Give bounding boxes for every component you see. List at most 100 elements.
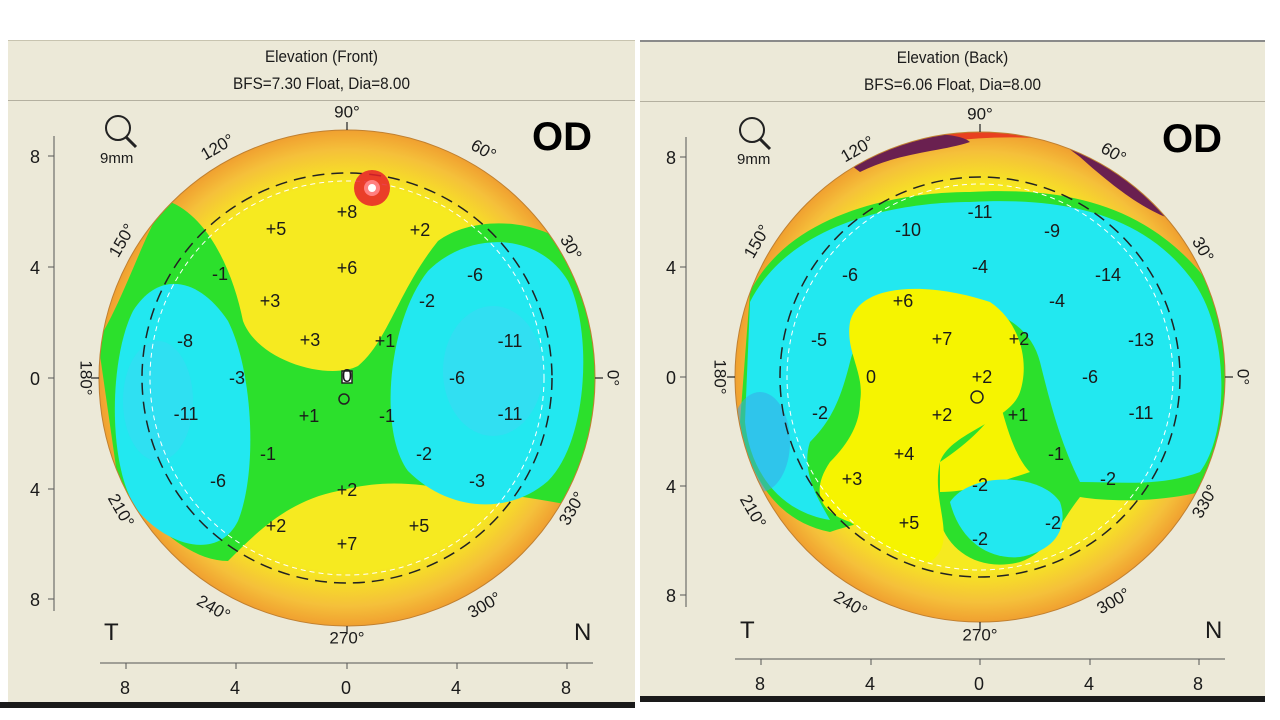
panel-title: Elevation (Back) bbox=[896, 48, 1009, 67]
elevation-value: -11 bbox=[498, 331, 523, 351]
x-axis: 8 4 0 4 8 bbox=[735, 658, 1225, 694]
elevation-value: +7 bbox=[932, 329, 953, 349]
elevation-value: +3 bbox=[260, 291, 281, 311]
x-tick: 0 bbox=[974, 674, 984, 694]
degree-label: 180° bbox=[711, 359, 730, 394]
elevation-value: -11 bbox=[174, 404, 199, 424]
elevation-value: +2 bbox=[1009, 329, 1030, 349]
nasal-label: N bbox=[574, 619, 591, 646]
x-tick: 8 bbox=[755, 674, 765, 694]
degree-label: 270° bbox=[962, 625, 997, 644]
y-axis: 8 4 0 4 8 bbox=[666, 137, 687, 607]
y-tick: 4 bbox=[30, 258, 40, 278]
zoom-icon[interactable] bbox=[105, 115, 138, 149]
elevation-value: -13 bbox=[1128, 330, 1154, 350]
degree-ticks bbox=[91, 122, 603, 634]
elevation-value: +1 bbox=[299, 406, 320, 426]
x-tick: 4 bbox=[451, 678, 461, 698]
y-tick: 8 bbox=[666, 586, 676, 606]
x-tick: 4 bbox=[230, 678, 240, 698]
elevation-value: +2 bbox=[972, 367, 993, 387]
elevation-value: -1 bbox=[212, 264, 228, 284]
degree-label: 60° bbox=[468, 135, 500, 164]
elevation-value: +3 bbox=[842, 469, 863, 489]
elevation-value: +2 bbox=[410, 220, 431, 240]
elevation-back-map: 8 4 0 4 8 8 4 0 4 8 bbox=[666, 104, 1253, 694]
bottom-border-left bbox=[0, 702, 635, 708]
y-axis: 8 4 0 4 8 bbox=[30, 136, 55, 611]
degree-label: 0° bbox=[1234, 369, 1253, 385]
eye-label: OD bbox=[1162, 117, 1222, 161]
elevation-values: +8 +5 +2 +6 -1 +3 -2 -6 -8 +3 +1 -11 -3 … bbox=[174, 202, 523, 554]
elevation-value: -2 bbox=[812, 403, 828, 423]
temporal-label: T bbox=[104, 619, 119, 646]
degree-label: 270° bbox=[329, 628, 364, 647]
elevation-value: -2 bbox=[416, 444, 432, 464]
elevation-value: +8 bbox=[337, 202, 358, 222]
elevation-value: +5 bbox=[409, 516, 430, 536]
y-tick: 8 bbox=[30, 147, 40, 167]
pupil-center-marker bbox=[970, 390, 984, 404]
temporal-label: T bbox=[740, 617, 755, 644]
degree-label: 240° bbox=[194, 591, 234, 625]
bottom-border-right bbox=[640, 696, 1265, 702]
x-tick: 0 bbox=[341, 678, 351, 698]
y-tick: 4 bbox=[666, 258, 676, 278]
zoom-icon[interactable] bbox=[739, 117, 772, 151]
elevation-value: +2 bbox=[266, 516, 287, 536]
y-tick: 8 bbox=[666, 148, 676, 168]
elevation-value: -6 bbox=[1082, 367, 1098, 387]
elevation-value: -2 bbox=[1045, 513, 1061, 533]
elevation-value: +2 bbox=[337, 480, 358, 500]
elevation-value: -11 bbox=[968, 202, 993, 222]
elevation-value: -3 bbox=[469, 471, 485, 491]
elevation-value: -1 bbox=[379, 406, 395, 426]
elevation-value: -3 bbox=[229, 368, 245, 388]
x-tick: 8 bbox=[561, 678, 571, 698]
elevation-value: -11 bbox=[1129, 403, 1154, 423]
elevation-value: +1 bbox=[1008, 405, 1029, 425]
x-tick: 8 bbox=[120, 678, 130, 698]
elevation-value: +1 bbox=[375, 331, 396, 351]
elevation-value: -4 bbox=[972, 257, 988, 277]
elevation-value: +6 bbox=[893, 291, 914, 311]
elevation-value: 0 bbox=[342, 366, 352, 386]
divider bbox=[8, 100, 635, 101]
pupil-boundary bbox=[141, 172, 553, 584]
degree-label: 60° bbox=[1098, 138, 1130, 167]
nasal-label: N bbox=[1205, 617, 1222, 644]
divider bbox=[640, 101, 1265, 102]
x-axis: 8 4 0 4 8 bbox=[100, 662, 593, 698]
elevation-values: -11 -10 -9 -6 -4 -14 +6 -4 -5 +7 +2 -13 … bbox=[811, 202, 1154, 549]
elevation-front-map: 8 4 0 4 8 8 4 0 4 8 bbox=[30, 102, 623, 698]
elevation-value: -1 bbox=[260, 444, 276, 464]
x-tick: 4 bbox=[1084, 674, 1094, 694]
pupil-boundary bbox=[779, 176, 1181, 578]
elevation-value: +5 bbox=[266, 219, 287, 239]
elevation-value: -6 bbox=[467, 265, 483, 285]
elevation-value: -9 bbox=[1044, 221, 1060, 241]
y-tick: 0 bbox=[30, 369, 40, 389]
elevation-value: +3 bbox=[300, 330, 321, 350]
zoom-label: 9mm bbox=[100, 150, 133, 167]
elevation-value: +2 bbox=[932, 405, 953, 425]
x-tick: 4 bbox=[865, 674, 875, 694]
eye-label: OD bbox=[532, 115, 592, 159]
elevation-value: +4 bbox=[894, 444, 915, 464]
x-tick: 8 bbox=[1193, 674, 1203, 694]
elevation-back-panel: Elevation (Back) BFS=6.06 Float, Dia=8.0… bbox=[640, 40, 1265, 697]
y-tick: 8 bbox=[30, 590, 40, 610]
panel-subtitle: BFS=6.06 Float, Dia=8.00 bbox=[864, 75, 1041, 94]
elevation-value: -2 bbox=[972, 529, 988, 549]
elevation-value: -8 bbox=[177, 331, 193, 351]
elevation-value: -2 bbox=[1100, 469, 1116, 489]
degree-label: 90° bbox=[334, 102, 360, 121]
elevation-value: +7 bbox=[337, 534, 358, 554]
panel-subtitle: BFS=7.30 Float, Dia=8.00 bbox=[233, 74, 410, 93]
elevation-value: -2 bbox=[419, 291, 435, 311]
degree-label: 210° bbox=[736, 492, 770, 532]
y-tick: 0 bbox=[666, 368, 676, 388]
degree-ticks bbox=[727, 124, 1233, 630]
elevation-value: -6 bbox=[449, 368, 465, 388]
pupil-center-marker bbox=[338, 393, 350, 405]
